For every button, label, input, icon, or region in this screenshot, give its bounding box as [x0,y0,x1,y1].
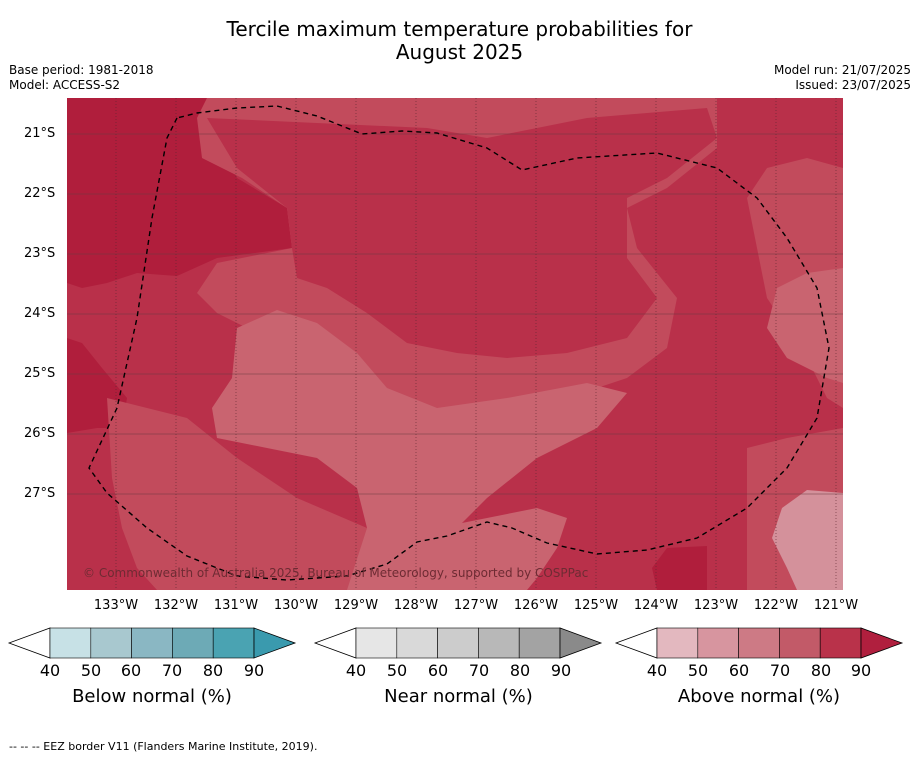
above-normal-label: Above normal (%) [677,686,841,707]
map-svg [67,98,843,590]
model-run: Model run: 21/07/2025 [773,63,911,77]
lat-tick-26: 26°S [24,426,56,441]
above-tick-80: 80 [810,661,832,680]
meta-left: Base period: 1981-2018 Model: ACCESS-S2 [9,63,154,93]
region-80-center-north [207,108,717,358]
base-period: Base period: 1981-2018 [9,63,154,77]
title-line-2: August 2025 [395,40,524,64]
below-colorbar-segment [49,627,92,659]
near-normal-label: Near normal (%) [384,686,533,707]
parallel-gridlines [67,133,843,495]
near-colorbar-segment [518,627,561,659]
lon-tick-130: 130°W [273,598,319,613]
near-tick-50: 50 [386,661,408,680]
lon-tick-125: 125°W [573,598,619,613]
lat-tick-25: 25°S [24,366,56,381]
below-colorbar-max-extend [253,627,297,659]
copyright-text: © Commonwealth of Australia 2025, Bureau… [83,566,589,580]
below-colorbar-min-extend [7,627,51,659]
near-tick-70: 70 [468,661,490,680]
lon-tick-127: 127°W [453,598,499,613]
title-line-1: Tercile maximum temperature probabilitie… [226,17,693,41]
below-colorbar-segment [90,627,132,659]
near-colorbar-min-extend [313,627,357,659]
below-colorbar-segment [131,627,173,659]
lon-tick-133: 133°W [93,598,139,613]
region-60-south [367,508,567,590]
near-colorbar-segment [396,627,438,659]
below-tick-40: 40 [39,661,61,680]
eez-border [88,105,830,581]
near-colorbar-max-extend [559,627,603,659]
above-colorbar-segment [697,627,739,659]
above-tick-50: 50 [687,661,709,680]
below-tick-90: 90 [243,661,265,680]
region-90-northwest [67,98,292,288]
lat-tick-22: 22°S [24,186,56,201]
above-colorbar-segment [819,627,862,659]
above-colorbar-segment [738,627,780,659]
lat-tick-27: 27°S [24,486,56,501]
near-colorbar-segment [437,627,479,659]
lon-tick-128: 128°W [393,598,439,613]
near-tick-90: 90 [550,661,572,680]
lat-tick-23: 23°S [24,246,56,261]
above-colorbar-segment [779,627,821,659]
region-60-center [212,310,627,590]
lon-tick-131: 131°W [213,598,259,613]
region-60-east [767,268,843,383]
probability-map [67,98,843,590]
above-tick-40: 40 [646,661,668,680]
region-50-southeast-corner [772,490,843,590]
above-colorbar-max-extend [860,627,904,659]
colorbars-svg [7,627,904,659]
meta-right: Model run: 21/07/2025 Issued: 23/07/2025 [774,63,911,93]
above-tick-60: 60 [728,661,750,680]
below-colorbar-segment [172,627,214,659]
above-colorbar-segment [656,627,699,659]
below-tick-70: 70 [161,661,183,680]
above-tick-70: 70 [769,661,791,680]
lon-tick-126: 126°W [513,598,559,613]
lon-tick-121: 121°W [813,598,859,613]
model-name: Model: ACCESS-S2 [9,78,121,92]
below-tick-60: 60 [120,661,142,680]
above-colorbar-min-extend [614,627,658,659]
lon-tick-124: 124°W [633,598,679,613]
eez-footnote: -- -- -- EEZ border V11 (Flanders Marine… [9,740,318,753]
near-tick-40: 40 [345,661,367,680]
above-tick-90: 90 [850,661,872,680]
near-tick-80: 80 [509,661,531,680]
lon-tick-129: 129°W [333,598,379,613]
below-tick-50: 50 [80,661,102,680]
meridian-gridlines [115,98,837,590]
below-colorbar-segment [212,627,255,659]
near-colorbar-segment [478,627,520,659]
below-normal-label: Below normal (%) [72,686,232,707]
near-tick-60: 60 [427,661,449,680]
lon-tick-122: 122°W [753,598,799,613]
near-colorbar-segment [355,627,398,659]
map-title: Tercile maximum temperature probabilitie… [0,18,919,64]
lon-tick-132: 132°W [153,598,199,613]
lat-tick-24: 24°S [24,306,56,321]
issued-date: Issued: 23/07/2025 [795,78,911,92]
lon-tick-123: 123°W [693,598,739,613]
region-90-southeast [652,546,707,590]
lat-tick-21: 21°S [24,126,56,141]
below-tick-80: 80 [202,661,224,680]
